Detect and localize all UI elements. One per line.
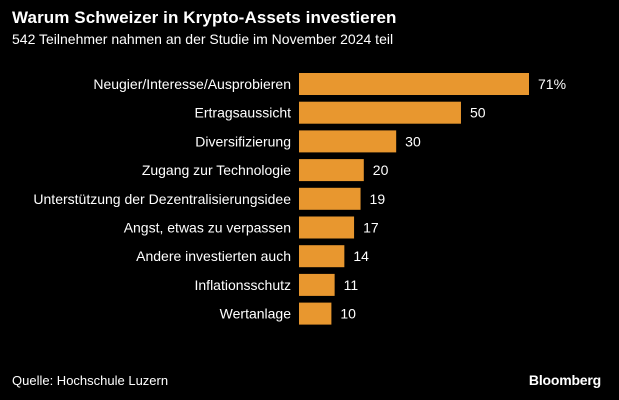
bar <box>299 245 345 268</box>
category-label: Unterstützung der Dezentralisierungsidee <box>33 191 291 207</box>
bar <box>299 101 461 124</box>
value-label: 10 <box>340 306 356 322</box>
category-label: Zugang zur Technologie <box>142 162 291 178</box>
category-label: Neugier/Interesse/Ausprobieren <box>93 76 291 92</box>
category-label: Ertragsaussicht <box>195 105 292 121</box>
bar <box>299 187 361 210</box>
value-label: 50 <box>470 105 486 121</box>
value-label: 71% <box>538 76 566 92</box>
bar <box>299 302 332 325</box>
value-label: 11 <box>344 277 359 293</box>
bar <box>299 159 364 182</box>
category-label: Diversifizierung <box>195 133 291 149</box>
bar-chart: Neugier/Interesse/Ausprobieren 71% Ertrags… <box>33 73 566 325</box>
category-label: Angst, etwas zu verpassen <box>124 220 291 236</box>
category-label: Inflationsschutz <box>195 277 292 293</box>
chart-subtitle: 542 Teilnehmer nahmen an der Studie im N… <box>12 31 394 47</box>
bar <box>299 73 529 95</box>
source-note: Quelle: Hochschule Luzern <box>12 373 169 388</box>
value-label: 20 <box>373 162 389 178</box>
chart-title: Warum Schweizer in Krypto-Assets investi… <box>12 8 397 27</box>
category-label: Wertanlage <box>220 306 292 322</box>
value-label: 19 <box>370 191 386 207</box>
value-label: 14 <box>353 248 369 264</box>
bar <box>299 216 355 239</box>
value-label: 30 <box>405 133 421 149</box>
bar <box>299 130 397 153</box>
bar <box>299 273 335 296</box>
category-label: Andere investierten auch <box>136 248 291 264</box>
bloomberg-logo: Bloomberg <box>528 372 601 388</box>
value-label: 17 <box>363 220 379 236</box>
